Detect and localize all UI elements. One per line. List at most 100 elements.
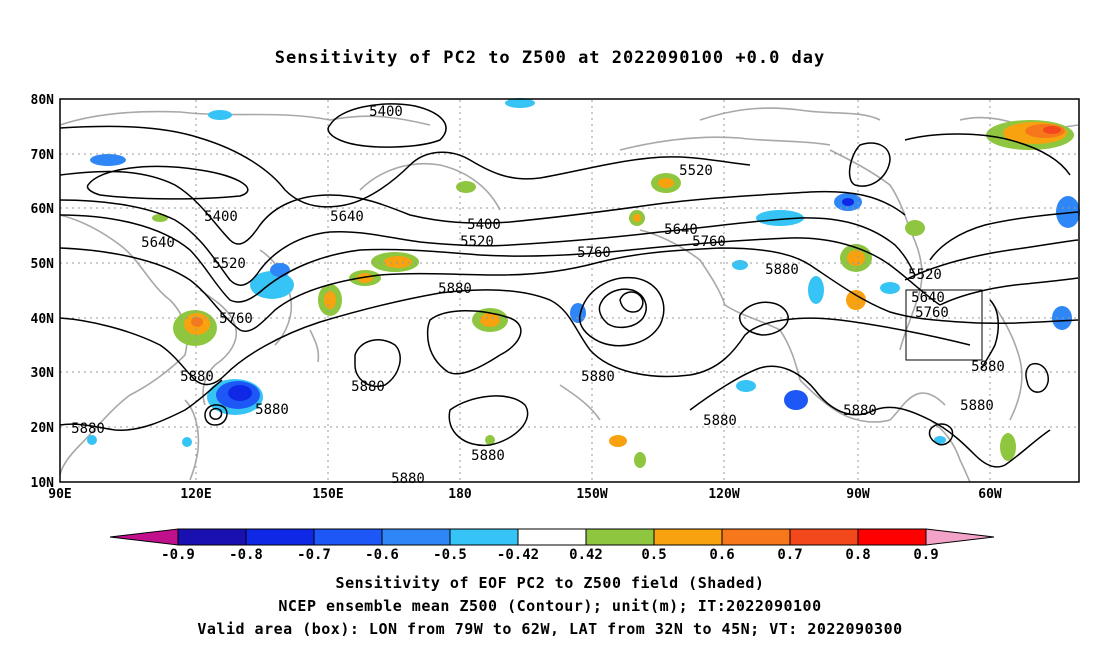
lon-axis-labels: 90E 120E 150E 180 150W 120W 90W 60W — [48, 487, 1002, 502]
contour-line — [59, 214, 941, 306]
shade-blob — [485, 435, 495, 445]
caption-line-1: Sensitivity of EOF PC2 to Z500 field (Sh… — [335, 574, 765, 592]
colorbar-tick-label: -0.5 — [433, 547, 467, 563]
colorbar-tick-label: -0.8 — [229, 547, 263, 563]
contour-line — [426, 310, 522, 375]
colorbar-tick-label: -0.9 — [161, 547, 195, 563]
colorbar-segment — [857, 528, 927, 546]
shade-blob — [90, 154, 126, 166]
shade-blob — [658, 178, 674, 188]
gridlines — [60, 100, 1078, 482]
contour-label: 5760 — [915, 305, 949, 321]
colorbar-tick-label: 0.9 — [913, 547, 938, 563]
contour-line — [939, 277, 1079, 306]
contour-line — [981, 299, 1000, 369]
contour-line — [59, 247, 1079, 332]
caption-line-2: NCEP ensemble mean Z500 (Contour); unit(… — [278, 597, 822, 615]
contour-label: 5880 — [438, 281, 472, 297]
contour-label: 5640 — [141, 235, 175, 251]
shade-blob — [570, 303, 586, 323]
lat-axis-labels: 80N 70N 60N 50N 40N 30N 20N 10N — [31, 93, 55, 491]
colorbar-segment — [653, 528, 723, 546]
contour-label: 5760 — [219, 311, 253, 327]
colorbar-min-arrow — [109, 528, 179, 546]
contour-label: 5880 — [581, 369, 615, 385]
contour-label: 5880 — [471, 448, 505, 464]
contour-line — [578, 276, 665, 347]
contour-label: 5880 — [960, 398, 994, 414]
contour-label: 5400 — [467, 217, 501, 233]
shade-blob — [505, 98, 535, 108]
shade-blob — [1000, 433, 1016, 461]
lat-label: 50N — [31, 257, 55, 272]
contour-line — [904, 133, 1071, 176]
shade-blob — [808, 276, 824, 304]
contour-line — [86, 165, 249, 200]
contour-label: 5640 — [664, 222, 698, 238]
shade-blob — [905, 220, 925, 236]
colorbar-tick-label: -0.7 — [297, 547, 331, 563]
contour-line — [59, 289, 971, 386]
lon-label: 120E — [180, 487, 211, 502]
contour-label: 5880 — [765, 262, 799, 278]
contour-line — [204, 404, 228, 426]
shade-blob — [87, 435, 97, 445]
contour-line — [354, 339, 401, 387]
colorbar-segment — [585, 528, 655, 546]
contour-label: 5880 — [351, 379, 385, 395]
contour-label: 5520 — [212, 256, 246, 272]
colorbar-tick-label: 0.7 — [777, 547, 802, 563]
shade-blob — [842, 198, 854, 206]
shade-blob — [736, 380, 756, 392]
shade-blob — [324, 291, 336, 309]
lat-label: 20N — [31, 421, 55, 436]
lon-label: 90E — [48, 487, 71, 502]
colorbar-tick-label: 0.42 — [569, 547, 603, 563]
lon-label: 60W — [978, 487, 1002, 502]
contour-line — [1025, 363, 1049, 393]
shade-blob — [784, 390, 808, 410]
lat-label: 30N — [31, 366, 55, 381]
contour-line — [327, 103, 447, 148]
shade-blob — [270, 263, 290, 277]
contour-label: 5400 — [369, 104, 403, 120]
shade-blob — [480, 313, 500, 327]
contour-label: 5880 — [843, 403, 877, 419]
shade-blob — [633, 214, 641, 222]
contour-line — [59, 170, 906, 245]
colorbar-segment — [245, 528, 315, 546]
shade-blob — [880, 282, 900, 294]
lon-label: 180 — [448, 487, 472, 502]
contour-label: 5760 — [692, 234, 726, 250]
colorbar-segment — [381, 528, 451, 546]
colorbar-tick-label: -0.42 — [497, 547, 539, 563]
contour-line — [848, 142, 891, 187]
colorbar-max-arrow — [925, 528, 995, 546]
contour-labels: 5400 5400 5400 5520 5520 5520 5520 5640 … — [71, 104, 1005, 487]
contour-line — [689, 365, 1051, 468]
colorbar-tick-label: 0.6 — [709, 547, 734, 563]
colorbar — [109, 528, 995, 546]
contour-line — [59, 199, 916, 286]
chart-title: Sensitivity of PC2 to Z500 at 2022090100… — [274, 48, 826, 68]
contour-label: 5880 — [255, 402, 289, 418]
colorbar-segment — [789, 528, 859, 546]
contour-label: 5520 — [679, 163, 713, 179]
contour-label: 5880 — [391, 471, 425, 487]
contour-label: 5880 — [971, 359, 1005, 375]
lon-label: 150W — [576, 487, 607, 502]
shade-blob — [634, 452, 646, 468]
shade-blob — [152, 214, 168, 222]
contour-label: 5760 — [577, 245, 611, 261]
colorbar-tick-label: 0.8 — [845, 547, 870, 563]
contour-line — [929, 211, 1079, 261]
caption-line-3: Valid area (box): LON from 79W to 62W, L… — [197, 620, 903, 638]
contour-line — [209, 407, 223, 420]
shade-blob — [1043, 126, 1061, 134]
contour-label: 5880 — [180, 369, 214, 385]
contour-label: 5640 — [330, 209, 364, 225]
shade-blob — [847, 250, 865, 266]
lon-label: 90W — [846, 487, 870, 502]
colorbar-segment — [177, 528, 247, 546]
